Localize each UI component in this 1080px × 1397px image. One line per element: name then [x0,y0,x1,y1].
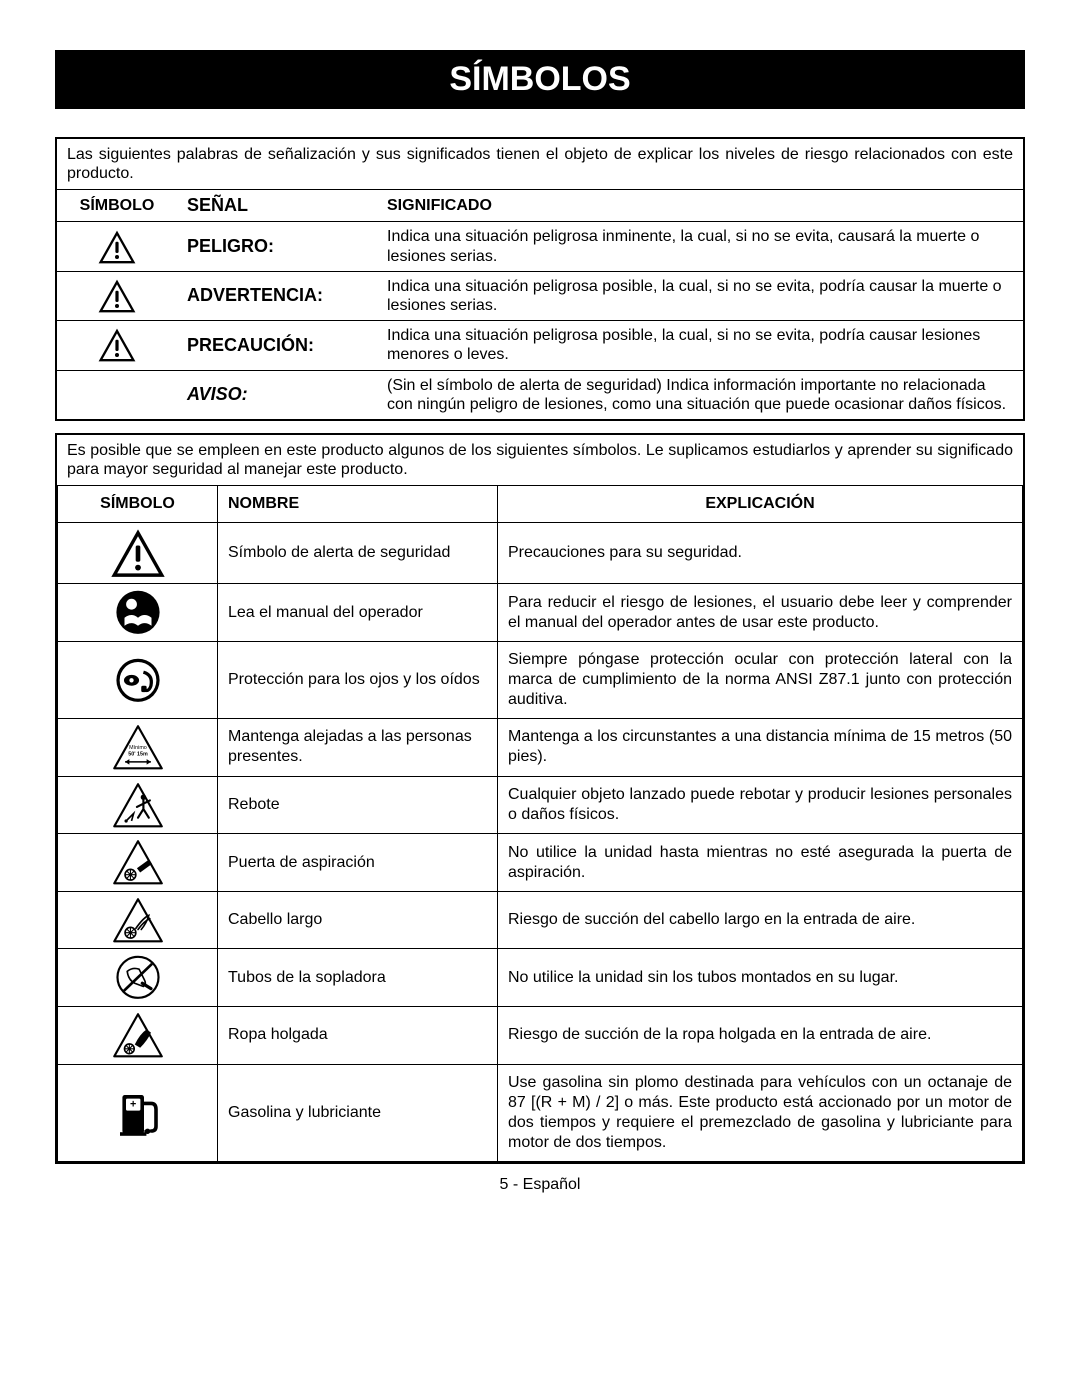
signal-row: AVISO:(Sin el símbolo de alerta de segur… [57,370,1023,419]
intro-2: Es posible que se empleen en este produc… [57,435,1023,485]
signal-word: AVISO: [177,370,377,419]
symbols-table: SÍMBOLO NOMBRE EXPLICACIÓN Símbolo de al… [57,485,1023,1161]
page-footer: 5 - Español [55,1176,1025,1194]
warning-icon [97,229,137,265]
symbol-row: Lea el manual del operadorPara reducir e… [58,584,1023,642]
symbol-row: Cabello largoRiesgo de succión del cabel… [58,891,1023,949]
symbol-row: ReboteCualquier objeto lanzado puede reb… [58,776,1023,834]
signal-word: PELIGRO: [177,222,377,271]
symbol-icon-cell: Mínimo50' 15m [58,719,218,777]
signal-words-table: SÍMBOLO SEÑAL SIGNIFICADO PELIGRO:Indica… [57,189,1023,419]
symbol-icon-cell [58,776,218,834]
symbol-row: Ropa holgadaRiesgo de succión de la ropa… [58,1007,1023,1065]
t1-header-meaning: SIGNIFICADO [377,190,1023,222]
symbol-explanation: Riesgo de succión del cabello largo en l… [498,891,1023,949]
symbol-icon-cell [58,523,218,584]
symbol-name: Símbolo de alerta de seguridad [218,523,498,584]
symbol-icon-cell [58,584,218,642]
symbol-explanation: Siempre póngase protección ocular con pr… [498,642,1023,719]
symbol-row: Mínimo50' 15m Mantenga alejadas a las per… [58,719,1023,777]
symbol-icon-cell [58,834,218,892]
bystander-icon: Mínimo50' 15m [111,723,165,772]
symbol-name: Puerta de aspiración [218,834,498,892]
symbol-icon-cell: + [58,1064,218,1161]
eye-ear-icon [111,656,165,705]
symbol-row: Puerta de aspiraciónNo utilice la unidad… [58,834,1023,892]
intro-1: Las siguientes palabras de señalización … [57,139,1023,189]
signal-meaning: Indica una situación peligrosa inminente… [377,222,1023,271]
page-title: SÍMBOLOS [55,50,1025,109]
svg-text:+: + [130,1098,136,1110]
vacdoor-icon [111,838,165,887]
symbol-icon-cell [58,949,218,1007]
symbol-row: Símbolo de alerta de seguridadPrecaucion… [58,523,1023,584]
symbol-name: Gasolina y lubriciante [218,1064,498,1161]
warning-icon [97,327,137,363]
signal-icon-cell [57,321,177,370]
symbol-name: Rebote [218,776,498,834]
t2-header-explanation: EXPLICACIÓN [498,486,1023,523]
signal-meaning: Indica una situación peligrosa posible, … [377,321,1023,370]
signal-row: PRECAUCIÓN:Indica una situación peligros… [57,321,1023,370]
t1-header-signal: SEÑAL [177,190,377,222]
symbol-name: Lea el manual del operador [218,584,498,642]
hair-icon [111,896,165,945]
symbol-explanation: No utilice la unidad sin los tubos monta… [498,949,1023,1007]
t1-header-symbol: SÍMBOLO [57,190,177,222]
symbol-explanation: Mantenga a los circunstantes a una dista… [498,719,1023,777]
symbol-explanation: Use gasolina sin plomo destinada para ve… [498,1064,1023,1161]
signal-icon-cell [57,370,177,419]
symbol-name: Ropa holgada [218,1007,498,1065]
signal-words-box: Las siguientes palabras de señalización … [55,137,1025,421]
symbol-explanation: No utilice la unidad hasta mientras no e… [498,834,1023,892]
svg-text:Mínimo: Mínimo [129,745,147,751]
symbol-icon-cell [58,1007,218,1065]
symbol-icon-cell [58,891,218,949]
symbol-explanation: Precauciones para su seguridad. [498,523,1023,584]
signal-meaning: Indica una situación peligrosa posible, … [377,271,1023,320]
signal-word: PRECAUCIÓN: [177,321,377,370]
warning-icon [97,278,137,314]
symbol-row: + Gasolina y lubricianteUse gasolina sin … [58,1064,1023,1161]
signal-row: PELIGRO:Indica una situación peligrosa i… [57,222,1023,271]
symbol-explanation: Para reducir el riesgo de lesiones, el u… [498,584,1023,642]
symbol-name: Mantenga alejadas a las personas present… [218,719,498,777]
symbol-icon-cell [58,642,218,719]
svg-text:50' 15m: 50' 15m [128,751,148,757]
tubes-icon [111,953,165,1002]
signal-word: ADVERTENCIA: [177,271,377,320]
symbol-name: Protección para los ojos y los oídos [218,642,498,719]
symbol-name: Cabello largo [218,891,498,949]
ricochet-icon [111,781,165,830]
manual-icon [111,588,165,637]
symbols-box: Es posible que se empleen en este produc… [55,433,1025,1164]
symbol-explanation: Cualquier objeto lanzado puede rebotar y… [498,776,1023,834]
warning-big-icon [109,527,167,579]
signal-row: ADVERTENCIA:Indica una situación peligro… [57,271,1023,320]
symbol-row: Tubos de la sopladoraNo utilice la unida… [58,949,1023,1007]
signal-meaning: (Sin el símbolo de alerta de seguridad) … [377,370,1023,419]
t2-header-name: NOMBRE [218,486,498,523]
signal-icon-cell [57,222,177,271]
fuel-icon: + [108,1083,168,1143]
signal-icon-cell [57,271,177,320]
symbol-explanation: Riesgo de succión de la ropa holgada en … [498,1007,1023,1065]
symbol-row: Protección para los ojos y los oídosSiem… [58,642,1023,719]
symbol-name: Tubos de la sopladora [218,949,498,1007]
clothing-icon [111,1011,165,1060]
t2-header-symbol: SÍMBOLO [58,486,218,523]
